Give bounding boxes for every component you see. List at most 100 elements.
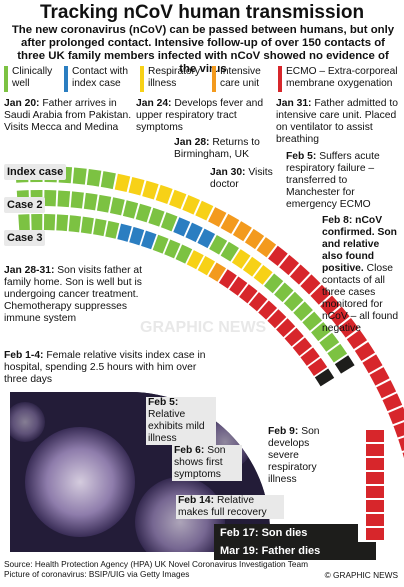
timeline-day-segment <box>18 214 30 231</box>
timeline-day-segment <box>68 215 82 233</box>
timeline-day-segment <box>175 244 193 264</box>
timeline-day-segment <box>148 207 165 227</box>
timeline-day-segment <box>122 200 139 219</box>
subtitle: The new coronavirus (nCoV) can be passed… <box>11 24 395 75</box>
legend-swatch-respiratory <box>140 66 144 92</box>
timeline-tail-segment <box>366 430 384 442</box>
note-feb14: Feb 14: Relative makes full recovery <box>176 495 284 519</box>
timeline-day-segment <box>279 254 300 276</box>
note-feb9: Feb 9: Son develops severe respiratory i… <box>268 426 320 485</box>
timeline-day-segment <box>382 393 403 412</box>
timeline-day-segment <box>311 322 331 342</box>
timeline-day-segment <box>100 171 116 190</box>
timeline-day-segment <box>393 422 404 438</box>
timeline-day-segment <box>80 216 94 235</box>
timeline-day-segment <box>300 274 321 295</box>
timeline-day-segment <box>96 194 112 213</box>
timeline-day-segment <box>169 189 187 210</box>
timeline-day-segment <box>57 190 71 208</box>
timeline-day-segment <box>152 234 169 254</box>
timeline-day-segment <box>72 167 87 185</box>
timeline-day-segment <box>274 282 294 303</box>
timeline-day-segment <box>83 192 98 211</box>
timeline-day-segment <box>231 249 251 269</box>
timeline-day-segment <box>276 318 296 338</box>
copyright: © GRAPHIC NEWS <box>324 570 398 580</box>
timeline-day-segment <box>208 262 227 282</box>
timeline-day-segment <box>248 292 268 312</box>
timeline-day-segment <box>117 223 132 242</box>
timeline-day-segment <box>327 343 348 363</box>
legend-swatch-clinically-well <box>4 66 8 92</box>
legend-swatch-icu <box>212 66 216 92</box>
timeline-day-segment <box>334 355 355 374</box>
timeline-tail-segment <box>366 458 384 470</box>
timeline-tail-segment <box>366 500 384 512</box>
note-feb8: Feb 8: nCoV confirmed. Son and relative … <box>322 215 399 334</box>
timeline-day-segment <box>283 291 304 312</box>
timeline-tail-segment <box>366 472 384 484</box>
timeline-day-segment <box>93 218 107 237</box>
timeline-day-segment <box>314 368 335 387</box>
note-jan30: Jan 30: Visits doctor <box>210 167 273 190</box>
timeline-day-segment <box>43 214 56 231</box>
timeline-day-segment <box>44 190 57 207</box>
timeline-day-segment <box>56 214 69 232</box>
timeline-day-segment <box>109 197 125 216</box>
timeline-day-segment <box>244 228 265 250</box>
death-father: Mar 19: Father dies <box>214 542 376 560</box>
timeline-day-segment <box>293 301 313 321</box>
timeline-day-segment <box>128 176 145 196</box>
timeline-day-segment <box>70 191 84 209</box>
timeline-day-segment <box>86 169 102 187</box>
timeline-day-segment <box>398 437 404 452</box>
timeline-day-segment <box>220 241 239 262</box>
note-jan20: Jan 20: Father arrives in Saudi Arabia f… <box>4 98 132 133</box>
timeline-day-segment <box>320 295 341 316</box>
timeline-day-segment <box>208 207 227 228</box>
timeline-day-segment <box>310 284 331 305</box>
row-label-case3: Case 3 <box>4 230 46 246</box>
timeline-day-segment <box>155 184 173 205</box>
legend-label-respiratory: Respiratory illness <box>148 66 201 89</box>
timeline-day-segment <box>362 354 383 374</box>
legend-label-icu: Intensive care unit <box>220 66 261 89</box>
timeline-day-segment <box>354 341 376 362</box>
timeline-day-segment <box>182 194 200 215</box>
timeline-day-segment <box>369 367 390 386</box>
legend-swatch-contact <box>64 66 68 92</box>
note-jan31: Jan 31: Father admitted to intensive car… <box>276 98 398 145</box>
timeline-day-segment <box>300 347 320 366</box>
timeline-day-segment <box>338 318 359 338</box>
page-title: Tracking nCoV human transmission <box>39 2 365 23</box>
note-jan24: Jan 24: Develops fever and upper respira… <box>136 98 264 133</box>
timeline-day-segment <box>307 357 328 376</box>
timeline-tail-segment <box>366 528 384 540</box>
timeline-day-segment <box>209 234 228 255</box>
legend-swatch-ecmo <box>278 66 282 92</box>
timeline-day-segment <box>220 213 240 234</box>
timeline-day-segment <box>160 212 178 232</box>
timeline-day-segment <box>329 306 350 327</box>
timeline-day-segment <box>185 222 203 243</box>
timeline-day-segment <box>232 221 252 242</box>
timeline-day-segment <box>218 269 237 289</box>
timeline-day-segment <box>242 256 262 277</box>
timeline-day-segment <box>292 337 312 356</box>
timeline-day-segment <box>284 327 304 347</box>
legend-label-clinically-well: Clinically well <box>12 66 53 89</box>
timeline-day-segment <box>141 230 157 250</box>
note-jan28: Jan 28: Returns to Birmingham, UK <box>174 137 260 160</box>
timeline-day-segment <box>388 406 404 425</box>
timeline-day-segment <box>346 329 368 350</box>
legend-label-ecmo: ECMO – Extra-corporeal membrane oxygenat… <box>286 66 398 89</box>
timeline-day-segment <box>256 237 277 258</box>
legend-label-contact: Contact with index case <box>72 66 129 89</box>
timeline-day-segment <box>114 173 131 193</box>
timeline-day-segment <box>258 300 278 320</box>
timeline-day-segment <box>239 284 258 304</box>
timeline-day-segment <box>197 256 216 276</box>
timeline-day-segment <box>164 239 181 259</box>
timeline-day-segment <box>376 380 397 399</box>
